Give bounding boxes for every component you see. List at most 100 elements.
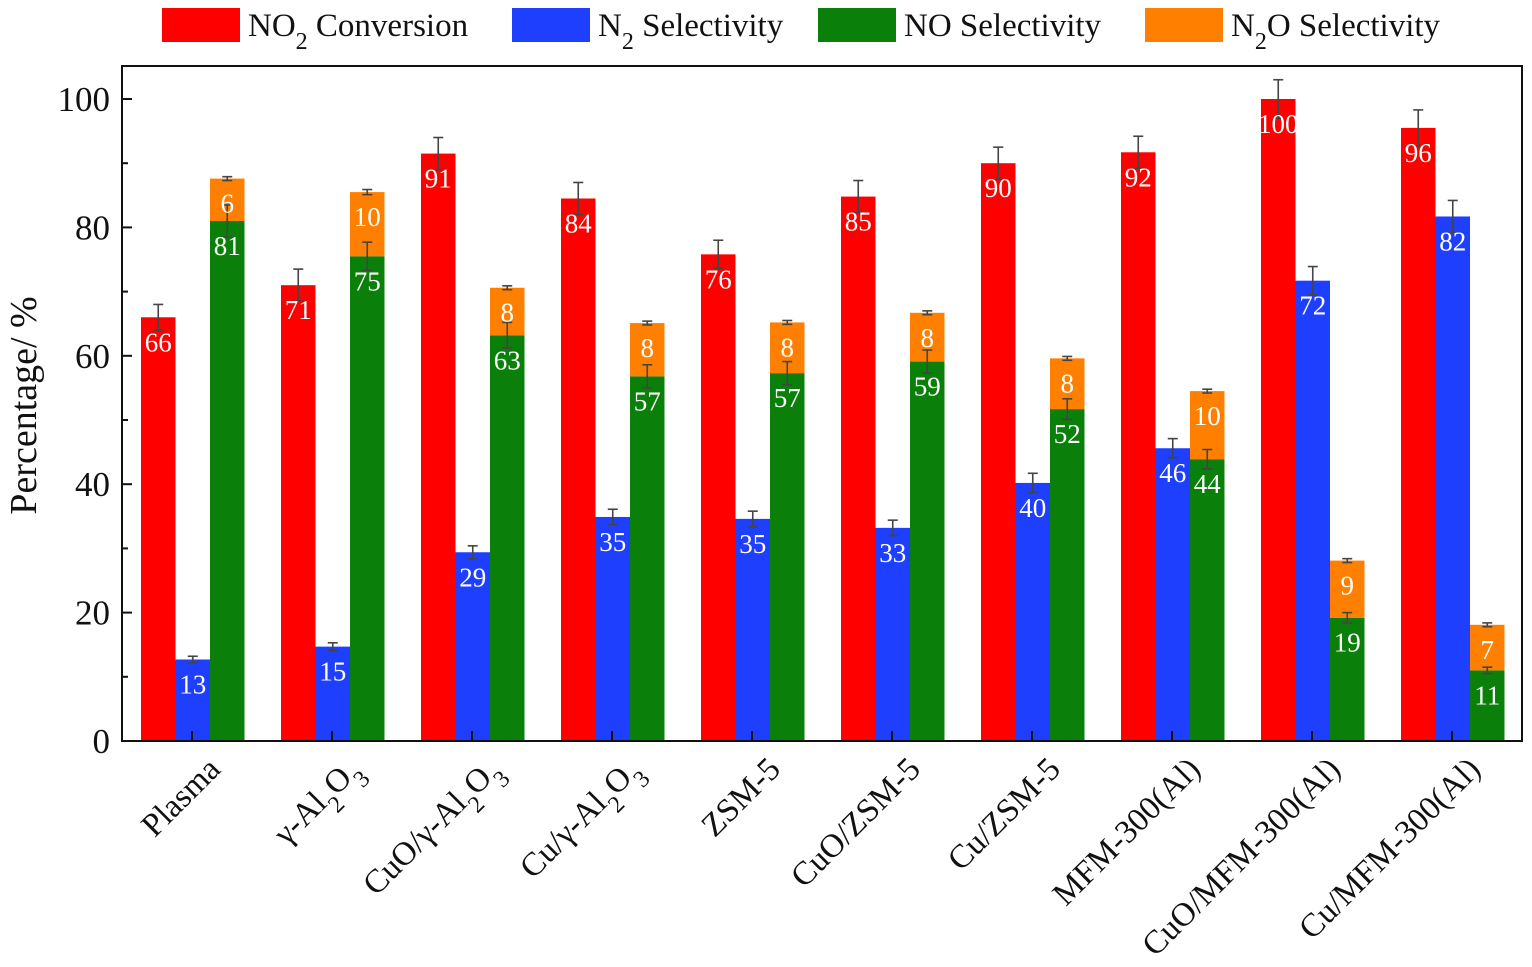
bar-2-5 xyxy=(735,518,770,741)
legend-swatch-3 xyxy=(818,8,896,42)
error-bar-2-6 xyxy=(887,519,898,537)
data-label-4-4: 8 xyxy=(641,333,655,363)
bar-2-1 xyxy=(175,659,210,741)
bar-2-8 xyxy=(1155,448,1190,741)
error-bar-3-1 xyxy=(222,204,233,238)
bar-3-3 xyxy=(490,335,525,741)
bar-1-7 xyxy=(981,163,1016,741)
error-bar-2-2 xyxy=(327,641,338,652)
legend-swatch-4 xyxy=(1145,8,1223,42)
error-bar-2-10 xyxy=(1447,199,1458,234)
error-bar-4-6 xyxy=(922,310,933,316)
error-bar-2-8 xyxy=(1167,437,1178,459)
data-label-1-10: 96 xyxy=(1405,138,1432,168)
data-label-4-2: 10 xyxy=(354,202,381,232)
legend-swatch-1 xyxy=(162,8,240,42)
error-bar-4-7 xyxy=(1062,355,1073,362)
error-bar-1-9 xyxy=(1273,78,1284,120)
error-bars-layer xyxy=(153,78,1493,675)
y-tick-label-1: 0 xyxy=(93,722,111,761)
error-bar-1-10 xyxy=(1413,109,1424,147)
x-tick-label-7: Cu/ZSM-5 xyxy=(941,751,1068,878)
data-label-2-8: 46 xyxy=(1159,458,1186,488)
bar-2-2 xyxy=(315,646,350,741)
data-label-3-9: 19 xyxy=(1334,628,1361,658)
error-bar-1-4 xyxy=(573,181,584,216)
error-bar-3-10 xyxy=(1482,666,1493,675)
y-tick-label-3: 40 xyxy=(75,465,110,504)
error-bar-4-2 xyxy=(362,188,373,196)
error-bar-2-1 xyxy=(187,655,198,664)
bar-4-10 xyxy=(1470,624,1505,671)
error-bar-3-4 xyxy=(642,363,653,389)
data-label-3-5: 57 xyxy=(774,383,801,413)
error-bar-1-3 xyxy=(433,136,444,171)
data-label-2-10: 82 xyxy=(1439,226,1466,256)
bar-3-6 xyxy=(910,361,945,741)
error-bar-4-3 xyxy=(502,285,513,291)
y-tick-label-2: 20 xyxy=(75,594,110,633)
bar-1-1 xyxy=(141,317,176,741)
error-bar-4-9 xyxy=(1342,557,1353,564)
bar-3-8 xyxy=(1190,459,1225,741)
data-label-4-3: 8 xyxy=(501,298,515,328)
bar-1-8 xyxy=(1121,152,1156,741)
data-label-3-2: 75 xyxy=(354,266,381,296)
error-bar-1-2 xyxy=(293,268,304,303)
bar-2-7 xyxy=(1015,482,1050,741)
error-bar-2-4 xyxy=(607,508,618,526)
legend-item-1: NO2 Conversion xyxy=(162,8,468,55)
bar-2-3 xyxy=(455,552,490,741)
data-label-2-2: 15 xyxy=(319,657,346,687)
data-label-4-6: 8 xyxy=(921,323,935,353)
y-tick-label-6: 100 xyxy=(58,80,111,119)
data-label-2-5: 35 xyxy=(739,529,766,559)
data-label-1-1: 66 xyxy=(145,327,172,357)
legend: NO2 Conversion N2 Selectivity NO Selectivi… xyxy=(162,8,1441,55)
bar-1-4 xyxy=(561,198,596,741)
y-tick-label-4: 60 xyxy=(75,337,110,376)
legend-label-3: NO Selectivity xyxy=(904,8,1102,44)
error-bar-1-5 xyxy=(713,239,724,270)
bar-1-3 xyxy=(421,153,456,741)
bar-1-6 xyxy=(841,196,876,742)
data-label-1-9: 100 xyxy=(1258,109,1299,139)
x-tick-label-2: γ-Al2O3 xyxy=(266,751,375,860)
legend-label-4: N2O Selectivity xyxy=(1231,8,1441,55)
error-bar-4-5 xyxy=(782,319,793,326)
data-label-4-5: 8 xyxy=(781,332,795,362)
legend-label-2: N2 Selectivity xyxy=(598,8,784,55)
error-bar-1-8 xyxy=(1133,135,1144,170)
legend-item-2: N2 Selectivity xyxy=(512,8,784,55)
legend-label-1: NO2 Conversion xyxy=(248,8,468,55)
data-label-4-10: 7 xyxy=(1481,635,1495,665)
error-bar-2-7 xyxy=(1027,472,1038,494)
bars-layer xyxy=(141,99,1505,742)
data-label-1-8: 92 xyxy=(1125,162,1152,192)
error-bar-1-1 xyxy=(153,303,164,331)
error-bar-3-8 xyxy=(1202,448,1213,470)
error-bar-4-10 xyxy=(1482,622,1493,628)
data-label-4-1: 6 xyxy=(221,189,235,219)
bar-3-1 xyxy=(210,220,245,742)
error-bar-4-4 xyxy=(642,320,653,326)
plot-frame xyxy=(121,65,1523,742)
data-label-3-3: 63 xyxy=(494,345,521,375)
data-label-4-7: 8 xyxy=(1061,368,1075,398)
error-bar-2-9 xyxy=(1307,265,1318,296)
data-label-4-9: 9 xyxy=(1341,571,1355,601)
data-label-2-6: 33 xyxy=(879,538,906,568)
bar-1-9 xyxy=(1261,99,1296,741)
data-label-3-4: 57 xyxy=(634,386,661,416)
error-bar-3-2 xyxy=(362,241,373,272)
bar-3-10 xyxy=(1470,670,1505,741)
data-label-1-5: 76 xyxy=(705,264,732,294)
error-bar-2-5 xyxy=(747,510,758,528)
error-bar-2-3 xyxy=(467,545,478,560)
data-label-4-8: 10 xyxy=(1194,401,1221,431)
x-tick-label-6: CuO/ZSM-5 xyxy=(784,751,927,894)
data-labels-layer: 66 13 81 6 71 15 75 10 91 29 63 8 84 35 57 8 76 35 57 8 85 33… xyxy=(145,109,1501,710)
error-bar-3-6 xyxy=(922,349,933,374)
